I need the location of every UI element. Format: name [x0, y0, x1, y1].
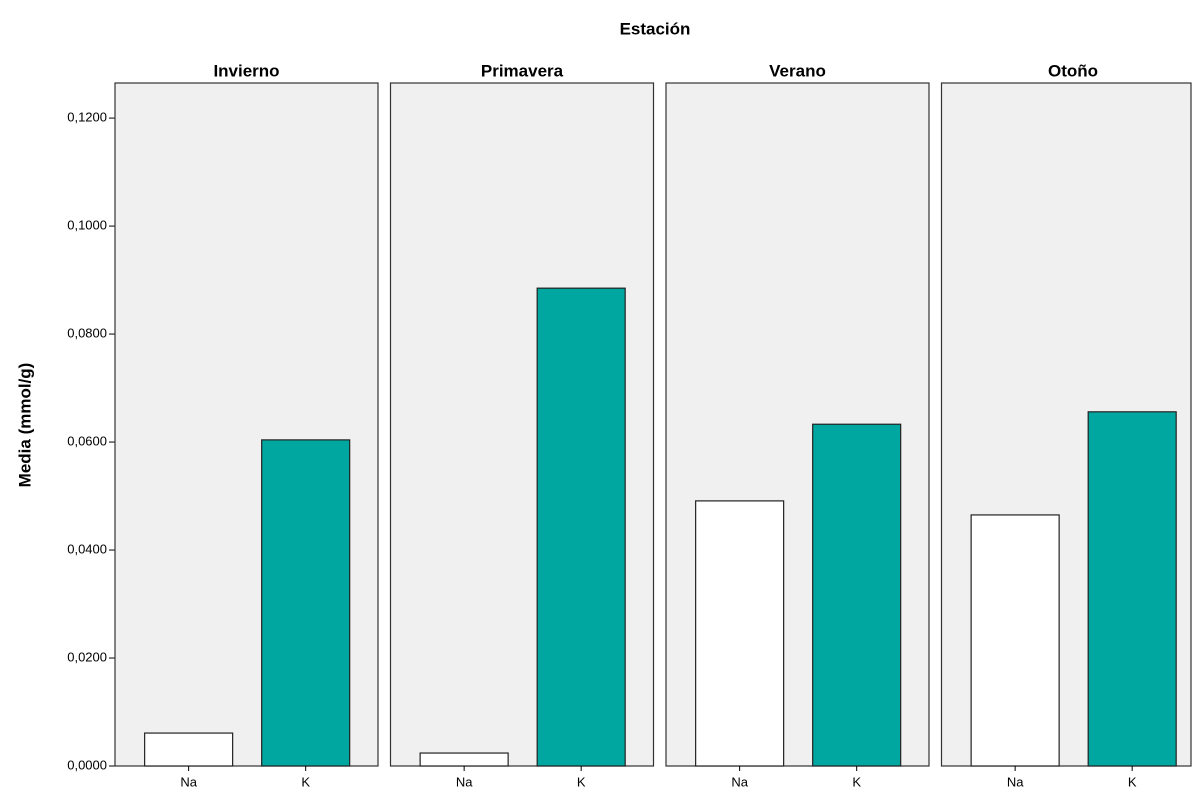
y-tick-label: 0,1200 — [67, 110, 107, 125]
x-tick-label: Na — [180, 774, 197, 789]
y-tick-label: 0,0200 — [67, 649, 107, 664]
bar — [1087, 411, 1177, 767]
y-axis-label: Media (mmol/g) — [15, 363, 34, 488]
facet-title: Invierno — [213, 61, 279, 80]
x-tick-label: K — [577, 774, 586, 789]
bar — [144, 732, 234, 767]
x-tick-label: K — [1128, 774, 1137, 789]
y-tick-label: 0,1000 — [67, 218, 107, 233]
bar — [536, 287, 626, 767]
x-tick-label: Na — [731, 774, 748, 789]
y-tick-label: 0,0000 — [67, 757, 107, 772]
bar — [419, 752, 509, 767]
y-tick-label: 0,0800 — [67, 326, 107, 341]
bar — [695, 500, 785, 767]
x-tick-label: Na — [1007, 774, 1024, 789]
y-tick-label: 0,0600 — [67, 433, 107, 448]
facet-title: Verano — [769, 61, 826, 80]
bar — [812, 423, 902, 767]
x-tick-label: K — [301, 774, 310, 789]
facet-title: Otoño — [1048, 61, 1098, 80]
bar — [261, 439, 351, 767]
bar — [970, 514, 1060, 767]
facet-title: Primavera — [481, 61, 564, 80]
x-tick-label: K — [852, 774, 861, 789]
chart-title: Estación — [620, 19, 691, 38]
y-tick-label: 0,0400 — [67, 541, 107, 556]
x-tick-label: Na — [456, 774, 473, 789]
